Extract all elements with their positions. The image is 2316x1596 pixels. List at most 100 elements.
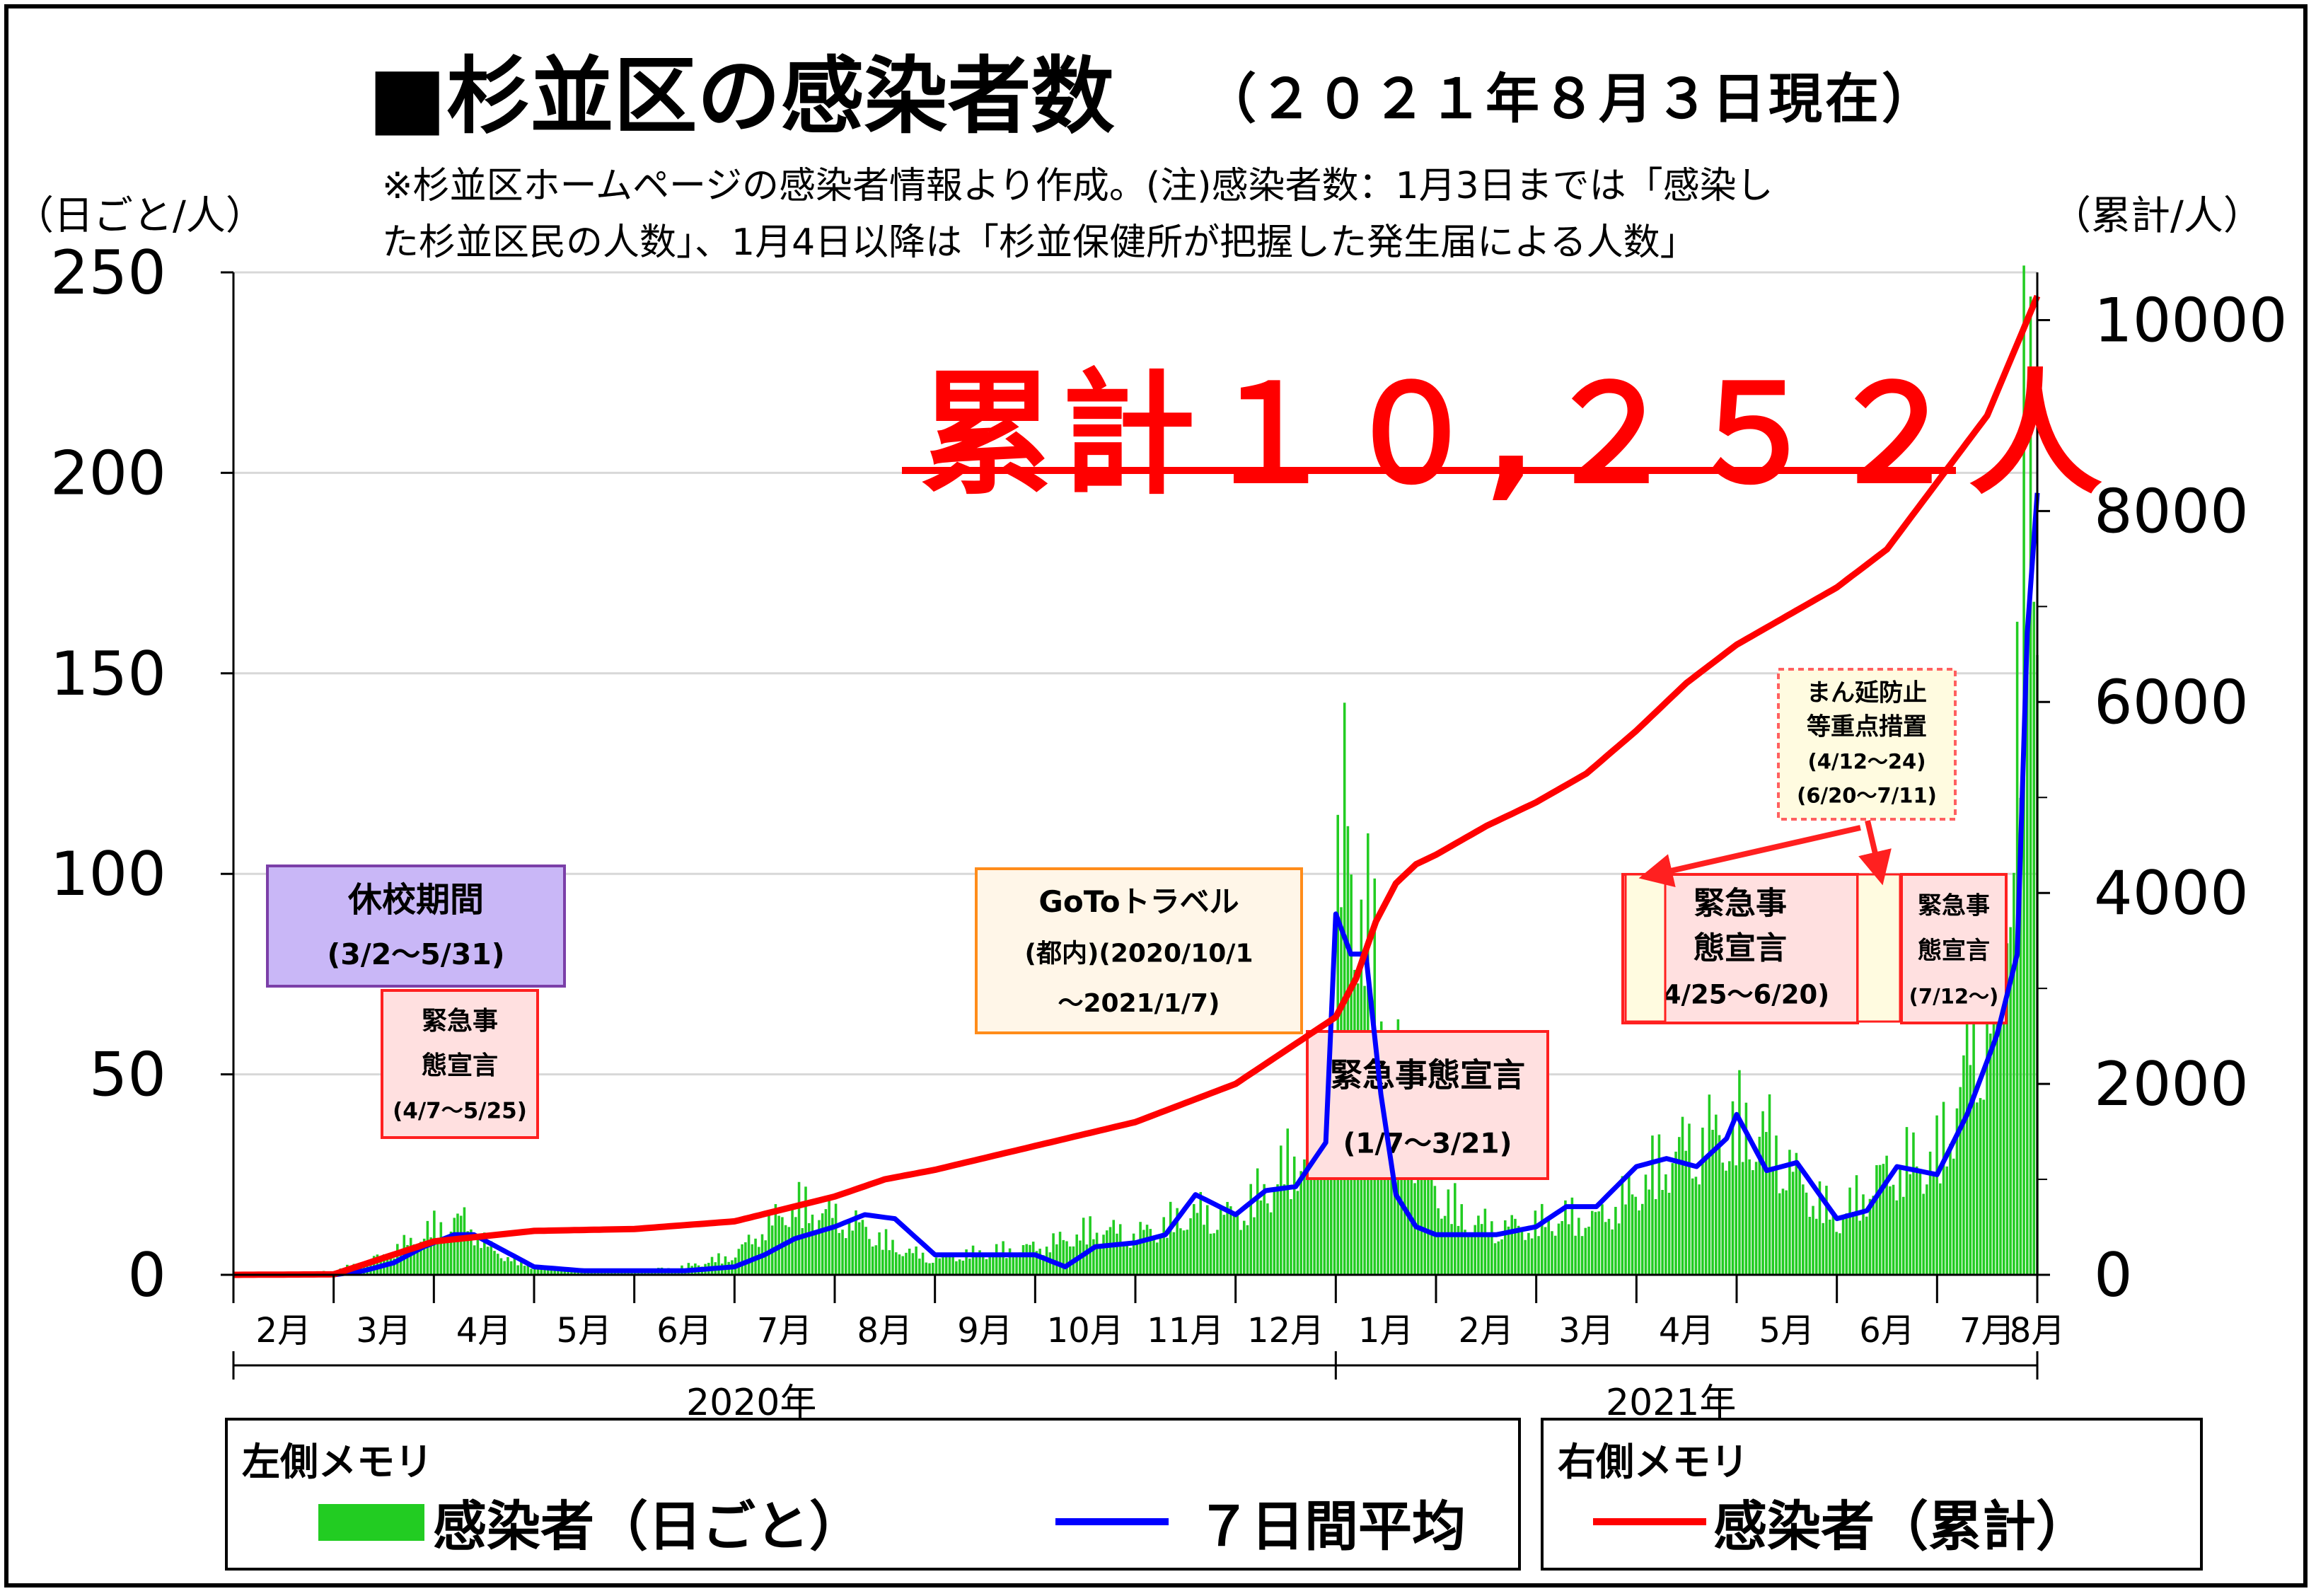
daily-bar xyxy=(1965,1018,1969,1275)
daily-bar xyxy=(908,1248,911,1275)
daily-bar xyxy=(1962,1055,1965,1275)
daily-bar xyxy=(744,1242,747,1275)
daily-bar xyxy=(1818,1181,1822,1275)
legend-avg-label: ７日間平均 xyxy=(1197,1495,1466,1558)
daily-bar xyxy=(1640,1203,1644,1275)
daily-bar xyxy=(1437,1208,1440,1275)
daily-bar xyxy=(881,1249,884,1275)
daily-bar xyxy=(787,1227,791,1275)
daily-bar xyxy=(1701,1127,1704,1275)
daily-bar xyxy=(1814,1218,1818,1275)
daily-bar xyxy=(911,1253,915,1275)
x-tick-label: 4月 xyxy=(456,1311,512,1351)
daily-bar xyxy=(1015,1254,1018,1275)
daily-bar xyxy=(857,1222,861,1275)
daily-bar xyxy=(992,1253,995,1275)
legend-cumulative-swatch xyxy=(1593,1518,1706,1525)
daily-bar xyxy=(1008,1248,1012,1275)
daily-bar xyxy=(831,1218,834,1275)
daily-bar xyxy=(934,1257,938,1275)
annotation-text: (1/7〜3/21) xyxy=(1343,1128,1512,1160)
daily-bar xyxy=(1875,1164,1878,1275)
daily-bar xyxy=(1942,1101,1945,1275)
daily-bar xyxy=(496,1254,499,1275)
daily-bar xyxy=(473,1245,476,1275)
daily-bar xyxy=(1286,1128,1290,1275)
daily-bar xyxy=(1145,1225,1149,1275)
daily-bar xyxy=(1457,1225,1460,1275)
daily-bar xyxy=(1159,1237,1162,1275)
daily-bar xyxy=(774,1204,777,1275)
daily-bar xyxy=(971,1245,975,1275)
daily-bar xyxy=(1955,1108,1959,1275)
daily-bar xyxy=(851,1230,855,1275)
daily-bar xyxy=(1055,1244,1058,1275)
annotation-box-priority-measures xyxy=(1777,668,1957,821)
daily-bar xyxy=(1430,1164,1433,1275)
daily-bar xyxy=(807,1223,811,1275)
daily-bar xyxy=(1263,1184,1266,1275)
daily-bar xyxy=(567,1270,569,1275)
daily-bar xyxy=(456,1213,459,1275)
left-tick-label: 100 xyxy=(50,839,166,910)
x-tick-label: 3月 xyxy=(1558,1311,1614,1351)
daily-bar xyxy=(550,1266,553,1275)
daily-bar xyxy=(1986,971,1988,1275)
daily-bar xyxy=(747,1234,751,1275)
left-axis-unit: （日ごと/人） xyxy=(14,193,265,239)
daily-bar xyxy=(2029,296,2032,1276)
daily-bar xyxy=(928,1263,931,1275)
daily-bar xyxy=(932,1262,934,1275)
daily-bar xyxy=(1597,1211,1601,1275)
daily-bar xyxy=(1226,1201,1229,1275)
daily-bar xyxy=(470,1229,473,1275)
daily-bar xyxy=(988,1254,991,1275)
daily-bar xyxy=(1400,1097,1403,1275)
daily-bar xyxy=(1802,1184,1805,1275)
daily-bar xyxy=(1299,1171,1302,1275)
daily-bar xyxy=(958,1259,961,1275)
daily-bar xyxy=(1561,1221,1563,1275)
daily-bar xyxy=(1909,1174,1911,1275)
daily-bar xyxy=(446,1237,449,1275)
daily-bar xyxy=(1473,1225,1476,1275)
daily-bar xyxy=(1617,1223,1621,1275)
daily-bar xyxy=(1735,1165,1737,1275)
annotation-text: 等重点措置 xyxy=(1807,713,1927,741)
daily-bar xyxy=(1580,1236,1584,1275)
daily-bar xyxy=(968,1259,971,1275)
daily-bar xyxy=(1216,1230,1219,1275)
daily-bar xyxy=(436,1242,439,1275)
x-tick-label: 1月 xyxy=(1358,1311,1414,1351)
daily-bar xyxy=(1785,1190,1788,1275)
priority-band-2 xyxy=(1856,873,1901,1023)
daily-bar xyxy=(1848,1187,1851,1275)
daily-bar xyxy=(978,1250,981,1275)
daily-bar xyxy=(1624,1204,1627,1275)
daily-bar xyxy=(2005,943,2009,1275)
daily-bar xyxy=(1541,1203,1544,1275)
daily-bar xyxy=(1273,1190,1276,1275)
daily-bar xyxy=(1450,1224,1453,1275)
daily-bar xyxy=(1959,1087,1962,1275)
x-tick-label: 5月 xyxy=(557,1311,613,1351)
annotation-text: 態宣言 xyxy=(1918,937,1990,965)
daily-bar xyxy=(874,1245,878,1275)
daily-bar xyxy=(1524,1239,1527,1275)
annotation-text: 緊急事態宣言 xyxy=(1330,1056,1525,1094)
daily-bar xyxy=(1905,1127,1909,1275)
daily-bar xyxy=(513,1254,516,1275)
daily-bar xyxy=(1280,1145,1283,1275)
daily-bar xyxy=(1413,1183,1416,1275)
annotation-box-emergency-1 xyxy=(381,989,539,1139)
daily-bar xyxy=(1574,1235,1577,1275)
daily-bar xyxy=(1306,1114,1309,1275)
daily-bar xyxy=(905,1252,908,1275)
daily-bar xyxy=(855,1210,857,1275)
daily-bar xyxy=(1885,1155,1888,1275)
daily-bar xyxy=(1497,1241,1500,1275)
daily-bar xyxy=(1671,1163,1674,1275)
daily-bar xyxy=(617,1271,620,1275)
daily-bar xyxy=(1725,1170,1727,1275)
daily-bar xyxy=(1326,1136,1329,1275)
